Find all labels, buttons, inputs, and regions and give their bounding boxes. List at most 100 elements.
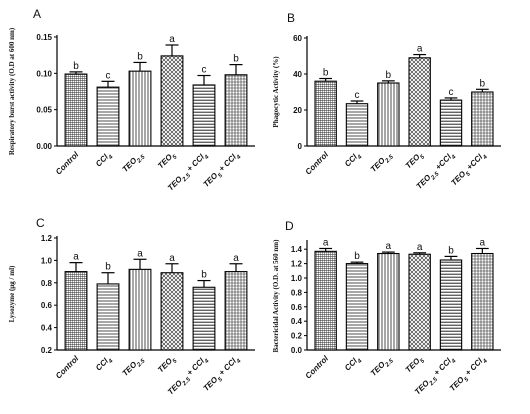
panel-c: C Lysozyme (µg / ml) 0.2 0.4 0.6 0.8 1.0 1.2 a Co… — [8, 216, 255, 397]
significance-letter: a — [480, 237, 486, 248]
y-tick-label: 0.05 — [36, 106, 52, 115]
y-tick-label: 40 — [293, 70, 302, 79]
bar — [439, 99, 463, 147]
significance-letter: a — [137, 248, 143, 259]
significance-letter: a — [169, 253, 175, 264]
bar — [408, 253, 431, 351]
significance-letter: b — [201, 270, 207, 281]
significance-letter: a — [73, 252, 79, 263]
y-tick-label: 1.0 — [41, 256, 53, 265]
y-axis-label: Bactericidal Activity (O.D. at 560 nm) — [272, 239, 280, 353]
y-tick-label: 0.0 — [291, 346, 303, 355]
y-tick-label: 0.6 — [291, 303, 303, 312]
significance-letter: c — [202, 65, 207, 76]
bar — [345, 103, 369, 147]
bar — [224, 74, 248, 147]
significance-letter: b — [233, 54, 239, 65]
bar — [471, 252, 494, 351]
category-label: Control — [54, 354, 81, 381]
category-label: CCl4 — [343, 354, 364, 375]
bar — [192, 286, 216, 351]
y-tick-label: 1.4 — [291, 245, 303, 254]
bar — [160, 55, 184, 147]
category-label: TEO5 — [156, 150, 179, 173]
bar — [471, 91, 494, 147]
y-tick-label: 1.0 — [291, 274, 303, 283]
category-label: CCl4 — [343, 150, 364, 171]
significance-letter: a — [417, 44, 423, 55]
y-axis-label: Phagocytic Activity (%) — [272, 56, 280, 128]
y-tick-label: 0.8 — [291, 288, 303, 297]
bar — [377, 252, 400, 351]
significance-letter: c — [106, 70, 111, 81]
bar — [314, 80, 337, 147]
bar — [128, 70, 152, 147]
y-tick-label: 0.8 — [41, 279, 53, 288]
bar — [345, 263, 369, 351]
significance-letter: a — [386, 241, 392, 252]
category-label: CCl4 — [94, 354, 115, 375]
panel-letter: B — [287, 11, 295, 25]
category-label: Control — [304, 150, 331, 177]
significance-letter: b — [105, 262, 111, 273]
category-label: TEO5 — [404, 150, 427, 173]
significance-letter: b — [386, 70, 392, 81]
bar — [96, 86, 120, 147]
y-tick-label: 0.10 — [36, 69, 52, 78]
panel-letter: D — [285, 219, 294, 233]
category-label: TEO2.5 — [121, 354, 147, 380]
bar — [377, 82, 400, 147]
significance-letter: a — [323, 237, 329, 248]
panel-letter: A — [33, 7, 41, 21]
panel-letter: C — [36, 216, 45, 230]
category-label: Control — [54, 150, 81, 177]
significance-letter: b — [448, 245, 454, 256]
bar — [408, 57, 431, 147]
bar — [64, 73, 88, 147]
y-tick-label: 0 — [298, 142, 303, 151]
significance-letter: c — [449, 87, 454, 98]
significance-letter: a — [169, 34, 175, 45]
y-tick-label: 1.2 — [291, 260, 303, 269]
bar — [224, 271, 248, 351]
category-label: TEO2.5 — [369, 354, 395, 380]
significance-letter: b — [137, 51, 143, 62]
category-label: TEO2.5 — [121, 150, 147, 176]
y-axis-label: Lysozyme (µg / ml) — [8, 265, 16, 322]
y-tick-label: 60 — [293, 34, 302, 43]
y-tick-label: 20 — [293, 106, 302, 115]
category-label: TEO5 +CCl4 — [449, 150, 489, 190]
y-tick-label: 0.15 — [36, 33, 52, 42]
y-tick-label: 1.2 — [41, 234, 53, 243]
category-label: TEO5 — [404, 354, 427, 377]
bar — [64, 271, 88, 351]
significance-letter: c — [355, 90, 360, 101]
bar — [96, 283, 120, 351]
panel-d: D Bactericidal Activity (O.D. at 560 nm) 0… — [272, 219, 501, 397]
y-tick-label: 0.2 — [291, 332, 303, 341]
bar — [192, 84, 216, 147]
bar — [160, 272, 184, 351]
significance-letter: b — [323, 68, 329, 79]
bar — [314, 250, 337, 351]
y-tick-label: 0.00 — [36, 142, 52, 151]
category-label: Control — [304, 354, 331, 381]
bar — [128, 268, 152, 351]
significance-letter: a — [417, 242, 423, 253]
category-label: TEO5 — [156, 354, 179, 377]
significance-letter: b — [480, 78, 486, 89]
panel-a: A Respiratory burst activity (O.D at 600 … — [8, 7, 255, 193]
y-axis-label: Respiratory burst activity (O.D at 600 n… — [8, 27, 16, 155]
category-label: CCl4 — [94, 150, 115, 171]
category-label: TEO2.5 — [369, 150, 395, 176]
bar — [439, 259, 463, 351]
significance-letter: b — [354, 251, 360, 262]
y-tick-label: 0.4 — [41, 324, 53, 333]
y-tick-label: 0.4 — [291, 317, 303, 326]
panel-b: B Phagocytic Activity (%) 0 20 40 60 b Control c… — [272, 11, 501, 191]
significance-letter: b — [73, 61, 79, 72]
y-tick-label: 0.6 — [41, 301, 53, 310]
significance-letter: a — [233, 253, 239, 264]
y-tick-label: 0.2 — [41, 346, 53, 355]
